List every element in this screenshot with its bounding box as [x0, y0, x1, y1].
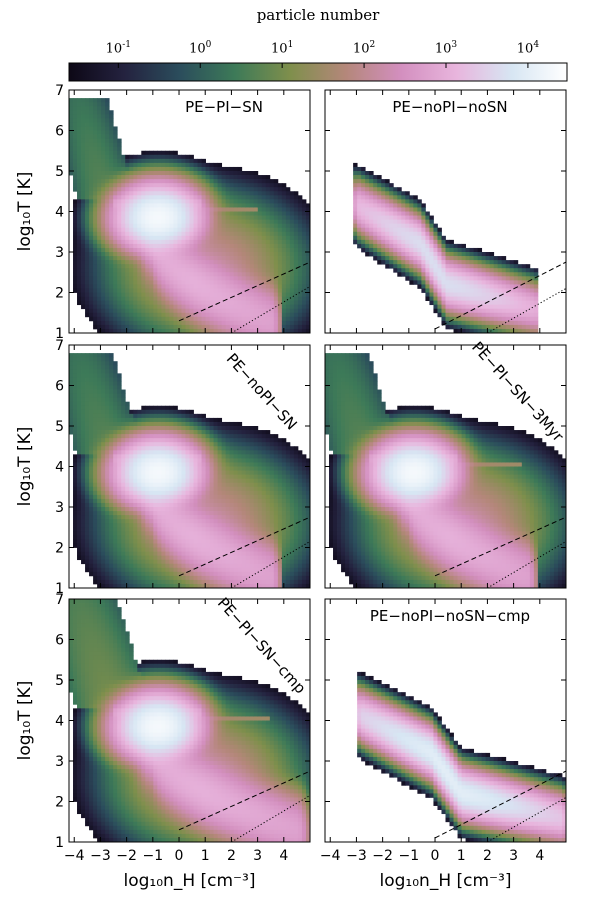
dashed-reference-line	[434, 770, 566, 839]
y-tick-label: 2	[55, 286, 64, 302]
heatmap-cells	[325, 353, 566, 588]
x-tick-label: 0	[175, 848, 184, 864]
x-tick-label: −3	[346, 848, 367, 864]
colorbar-label: particle number	[256, 6, 380, 24]
y-tick-label: 6	[55, 379, 64, 395]
colorbar-tick-label: 104	[516, 40, 540, 57]
y-tick-label: 2	[55, 541, 64, 557]
y-tick-label: 7	[55, 592, 64, 608]
colorbar-tick-label: 10-1	[105, 40, 131, 57]
panel-title: PE−PI−SN	[185, 98, 263, 116]
heatmap-cells	[69, 353, 310, 588]
dotted-reference-line	[487, 797, 566, 842]
x-tick-label: −2	[372, 848, 393, 864]
y-tick-label: 6	[55, 124, 64, 140]
y-tick-label: 5	[55, 419, 64, 435]
y-tick-label: 5	[55, 164, 64, 180]
y-tick-label: 1	[55, 326, 64, 342]
x-tick-label: −4	[320, 848, 341, 864]
y-tick-label: 3	[55, 245, 64, 261]
x-tick-label: −1	[143, 848, 164, 864]
y-tick-label: 4	[55, 460, 64, 476]
panel-title: PE−noPI−noSN	[392, 98, 507, 116]
y-tick-label: 2	[55, 795, 64, 811]
x-tick-label: 3	[509, 848, 518, 864]
dashed-reference-line	[434, 261, 566, 330]
y-axis-label-row-2: log₁₀T [K]	[15, 427, 35, 507]
x-tick-label: −4	[64, 848, 85, 864]
y-axis-label-row-3: log₁₀T [K]	[15, 681, 35, 761]
x-tick-label: 2	[227, 848, 236, 864]
y-tick-label: 1	[55, 581, 64, 597]
panel-4: PE−PI−SN−3Myr	[324, 338, 568, 589]
heatmap-cells	[69, 599, 310, 842]
colorbar-tick-label: 102	[352, 40, 376, 57]
y-tick-label: 7	[55, 338, 64, 354]
y-tick-label: 6	[55, 633, 64, 649]
x-tick-label: 4	[535, 848, 544, 864]
x-tick-label: 0	[431, 848, 440, 864]
y-tick-label: 1	[55, 835, 64, 851]
x-tick-label: −1	[399, 848, 420, 864]
x-tick-label: 1	[201, 848, 210, 864]
heatmap-cells	[69, 98, 310, 333]
y-tick-label: 4	[55, 714, 64, 730]
panel-2: PE−noPI−noSN	[324, 89, 567, 334]
x-tick-label: 3	[253, 848, 262, 864]
y-axis-label-row-1: log₁₀T [K]	[15, 172, 35, 252]
colorbar-tick-label: 101	[271, 40, 294, 57]
x-tick-label: 2	[483, 848, 492, 864]
panel-1: 1 2 3 4 5 6 7 PE−PI−SN	[55, 83, 311, 342]
colorbar	[68, 62, 568, 82]
panel-title: PE−noPI−noSN−cmp	[370, 607, 530, 625]
x-tick-label: −2	[116, 848, 137, 864]
x-axis-label-right: log₁₀n_H [cm⁻³]	[380, 871, 512, 891]
panel-6: −4 −3 −2 −1 0 1 2 3 4 PE−noPI−noSN−cmp	[320, 598, 567, 864]
x-tick-label: 4	[279, 848, 288, 864]
x-tick-label: −3	[90, 848, 111, 864]
heatmap-cells	[357, 671, 566, 842]
colorbar-tick-label: 103	[434, 40, 458, 57]
y-tick-label: 3	[55, 754, 64, 770]
y-tick-label: 3	[55, 500, 64, 516]
colorbar-tick-label: 100	[189, 40, 212, 57]
x-axis-label-left: log₁₀n_H [cm⁻³]	[124, 871, 256, 891]
y-tick-label: 7	[55, 83, 64, 99]
dotted-reference-line	[487, 288, 566, 333]
x-tick-label: 1	[457, 848, 466, 864]
y-tick-label: 5	[55, 673, 64, 689]
y-tick-label: 4	[55, 205, 64, 221]
